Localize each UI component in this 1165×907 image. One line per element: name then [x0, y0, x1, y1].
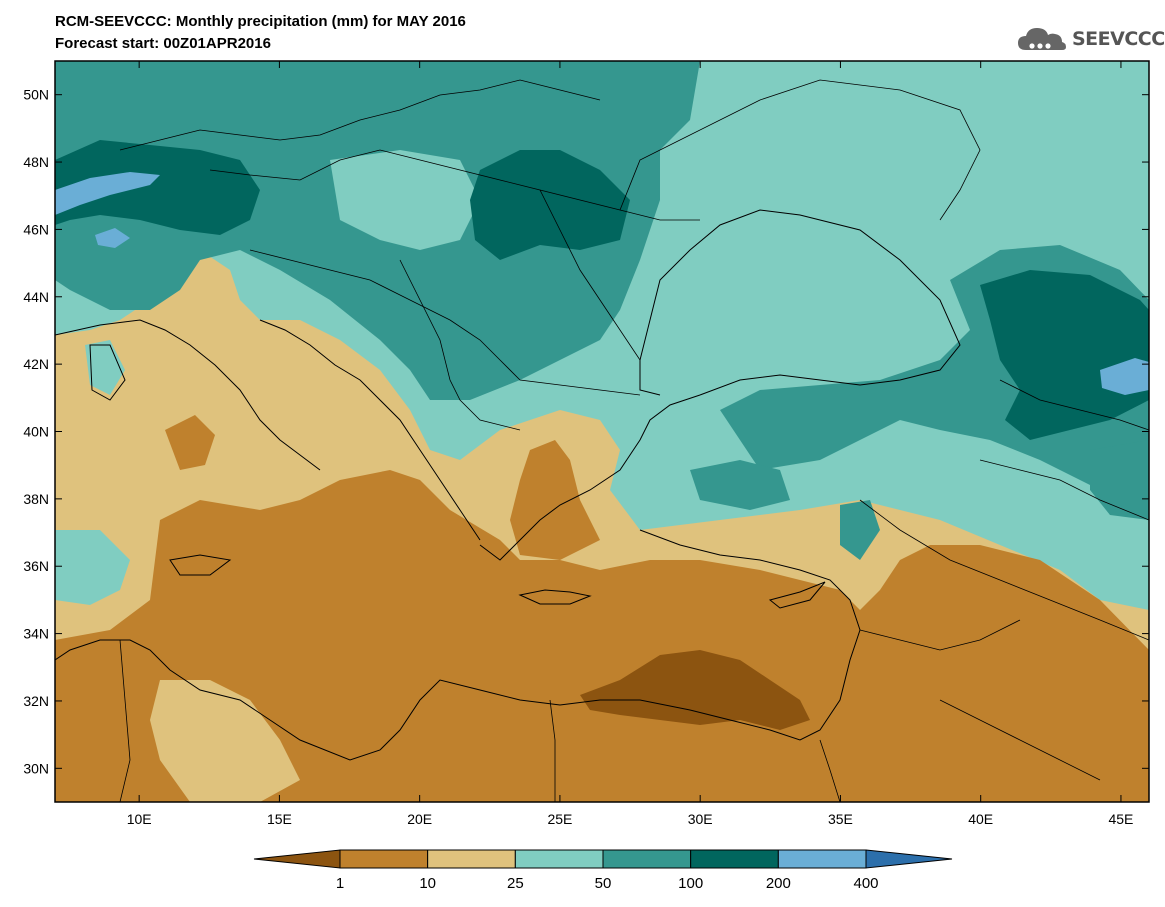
field-100-200-alps: [55, 140, 260, 235]
colorbar-label: 1: [336, 875, 344, 892]
latitude-tick-label: 32N: [23, 693, 49, 709]
latitude-tick-label: 50N: [23, 87, 49, 103]
longitude-tick-label: 30E: [688, 811, 713, 827]
map-title: RCM-SEEVCCC: Monthly precipitation (mm) …: [55, 13, 466, 30]
colorbar-box: [339, 849, 429, 869]
field-100-200-carpathians: [470, 150, 630, 260]
precipitation-field: [55, 61, 1149, 802]
colorbar-label: 400: [853, 875, 878, 892]
longitude-tick-label: 25E: [547, 811, 572, 827]
field-25-50-pannonian: [330, 150, 480, 250]
latitude-tick-label: 46N: [23, 221, 49, 237]
latitude-tick-label: 42N: [23, 356, 49, 372]
coastlines: [55, 209, 961, 761]
field-100-200-caucasus: [980, 270, 1149, 440]
colorbar-box: [602, 849, 692, 869]
field-25-50-sardinia: [85, 340, 125, 395]
colorbar-label: 25: [507, 875, 524, 892]
colorbar-over-triangle: [865, 849, 953, 869]
field-1-10-south: [55, 470, 1149, 802]
longitude-tick-label: 35E: [828, 811, 853, 827]
field-1-10-aegean: [510, 440, 600, 560]
field-50-100-east-anatolia: [1090, 440, 1149, 520]
field-25-50-levant-west: [55, 530, 130, 605]
colorbar-box: [690, 849, 779, 869]
colorbar-box: [427, 849, 516, 869]
latitude-axis: 30N 32N 34N 36N 38N 40N 42N 44N 46N 48N 50N: [23, 87, 1149, 776]
latitude-tick-label: 34N: [23, 626, 49, 642]
colorbar: 1 10 25 50 100 200 400: [253, 849, 953, 892]
longitude-tick-label: 20E: [407, 811, 432, 827]
country-borders: [119, 79, 1149, 802]
seevccc-logo: SEEVCCC: [1016, 22, 1165, 56]
colorbar-box: [777, 849, 867, 869]
latitude-tick-label: 48N: [23, 154, 49, 170]
latitude-tick-label: 40N: [23, 424, 49, 440]
longitude-tick-label: 15E: [267, 811, 292, 827]
longitude-axis: 10E 15E 20E 25E 30E 35E 40E 45E: [127, 61, 1133, 827]
logo-text: SEEVCCC: [1072, 28, 1165, 50]
forecast-start-label: Forecast start: 00Z01APR2016: [55, 35, 271, 52]
field-below-1-egypt: [580, 650, 810, 730]
latitude-tick-label: 30N: [23, 760, 49, 776]
field-50-100-anatolia-west: [690, 460, 790, 510]
field-200-400-alps-east: [95, 228, 130, 248]
colorbar-under-triangle: [253, 849, 341, 869]
cloud-logo-icon: [1018, 28, 1066, 50]
longitude-tick-label: 45E: [1108, 811, 1133, 827]
field-200-400-caucasus: [1100, 358, 1149, 395]
field-200-400-alps-west: [55, 172, 160, 215]
latitude-tick-label: 36N: [23, 558, 49, 574]
colorbar-box: [514, 849, 604, 869]
colorbar-label: 200: [766, 875, 791, 892]
colorbar-label: 50: [595, 875, 612, 892]
field-10-25-tripolitania: [150, 680, 300, 802]
longitude-tick-label: 40E: [968, 811, 993, 827]
field-1-10-sicily-south: [165, 415, 215, 470]
colorbar-label: 10: [419, 875, 436, 892]
latitude-tick-label: 38N: [23, 491, 49, 507]
colorbar-label: 100: [678, 875, 703, 892]
latitude-tick-label: 44N: [23, 289, 49, 305]
field-50-100-taurus: [840, 500, 880, 560]
longitude-tick-label: 10E: [127, 811, 152, 827]
